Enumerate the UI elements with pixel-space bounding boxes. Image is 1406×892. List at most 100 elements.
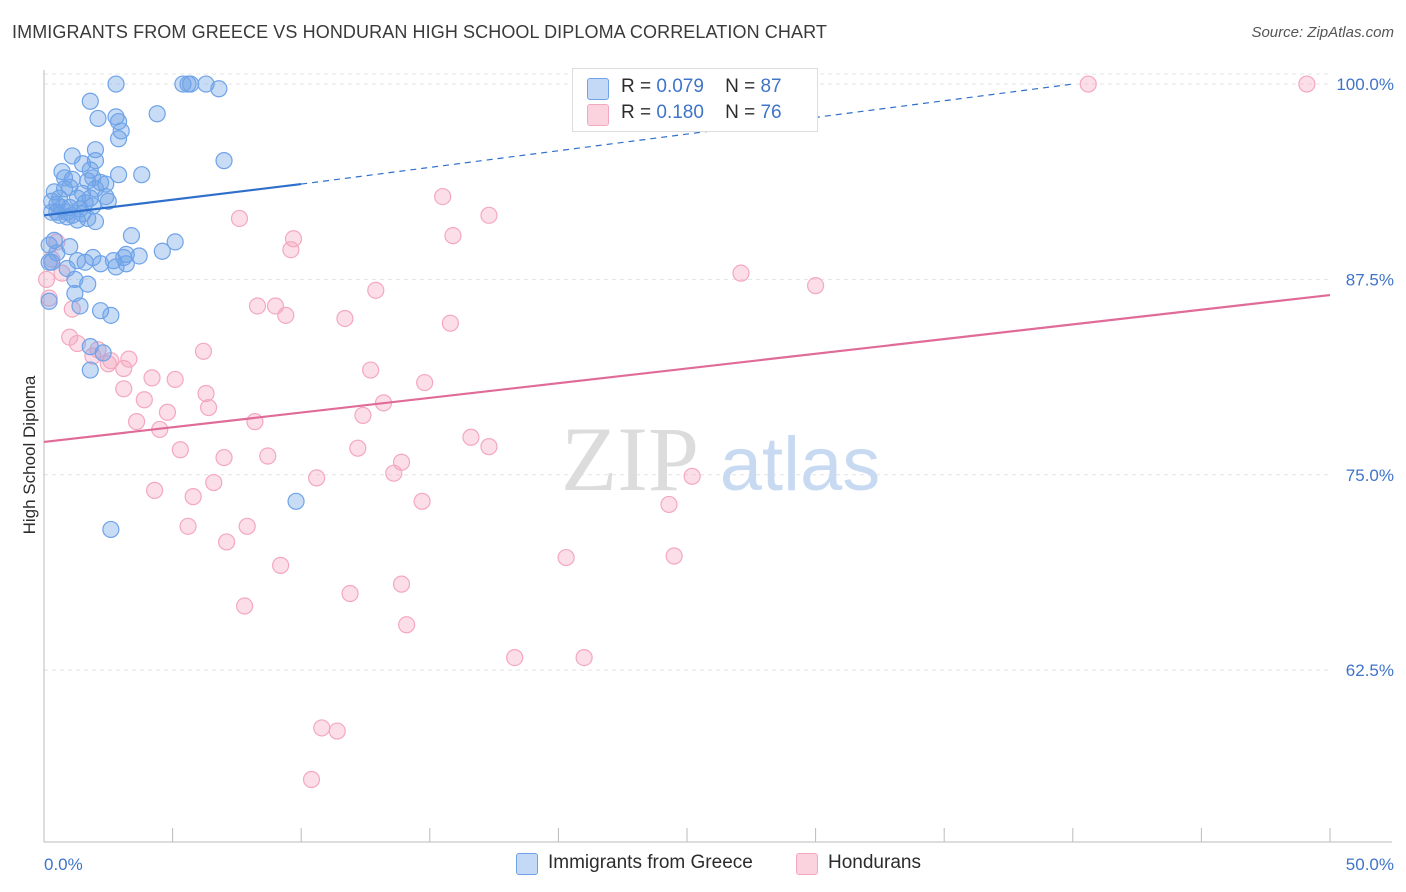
hondurans-data-point [480,438,498,456]
greece-swatch [587,78,609,100]
greece-r-label: R = [621,76,652,97]
hondurans-data-point [806,277,825,295]
hondurans-data-point [665,547,683,565]
greece-data-point [86,212,105,231]
greece-data-point [81,92,99,110]
chart-title: IMMIGRANTS FROM GREECE VS HONDURAN HIGH … [12,22,827,42]
hondurans-data-point [1079,75,1097,93]
watermark-atlas: atlas [720,422,881,507]
hondurans-data-point [506,648,524,667]
greece-data-point [48,244,66,262]
hondurans-data-point [166,370,184,389]
hondurans-data-point [328,722,346,740]
hondurans-data-point [194,342,213,360]
greece-data-point [99,192,117,210]
trend-lines [43,83,1331,444]
hondurans-data-point [238,517,256,535]
hondurans-trend-line [43,293,1331,444]
greece-data-point [102,520,120,539]
greece-n-value: 87 [760,76,782,97]
hondurans-data-point [277,306,295,324]
hondurans-r-value: 0.180 [656,102,704,123]
hondurans-data-point [341,584,359,603]
greece-data-point [84,248,102,267]
greece-trend-line [43,182,302,217]
greece-data-point [117,255,135,273]
hondurans-data-point [413,492,431,510]
greece-data-point [148,105,166,123]
hondurans-data-point [37,270,56,289]
hondurans-data-point [215,448,233,467]
hondurans-data-point [284,230,303,248]
y-tick-label: 87.5% [1346,270,1394,289]
hondurans-data-point [557,548,575,567]
hondurans-data-point [171,441,189,459]
hondurans-data-point [115,359,133,378]
hondurans-data-point [127,413,146,431]
hondurans-data-point [259,447,277,465]
hondurans-data-point [179,517,197,535]
greece-data-point [287,492,305,510]
greece-data-point [102,306,120,324]
greece-data-point [50,189,69,207]
hondurans-data-point [246,413,264,431]
greece-data-point [89,109,107,128]
hondurans-n-label: N = [725,102,756,123]
hondurans-data-point [205,473,223,492]
hondurans-data-point [392,575,411,593]
hondurans-data-point [434,187,452,206]
grid-lines [44,73,1330,671]
hondurans-data-point [367,281,385,299]
greece-data-point [97,187,115,206]
hondurans-data-point [416,373,434,392]
hondurans-data-point [115,380,133,398]
hondurans-data-point [732,264,750,282]
hondurans-data-point [354,406,372,424]
hondurans-data-point [230,209,249,228]
hondurans-data-point [313,719,331,737]
greece-data-point [79,275,97,293]
hondurans-data-point [135,391,153,409]
greece-data-point [130,247,148,265]
chart-source: Source: ZipAtlas.com [1251,24,1394,41]
hondurans-data-point [248,297,267,315]
hondurans-data-point [398,616,416,634]
greece-data-point [215,152,233,170]
hondurans-data-point [272,556,290,574]
greece-data-point [107,75,125,93]
x-tick-labels: 0.0% 50.0% [44,855,1394,874]
watermark: ZIP atlas [561,408,880,510]
greece-data-point [94,344,112,362]
hondurans-data-point [575,648,593,667]
greece-data-point [61,178,79,196]
hondurans-data-point [349,439,367,457]
hondurans-data-point [302,770,321,789]
y-tick-labels: 62.5% 75.0% 87.5% 100.0% [1336,75,1394,680]
greece-data-point [197,75,215,93]
greece-data-point [97,175,115,193]
hondurans-data-point [660,495,678,514]
legend-hondurans-swatch [796,853,818,875]
greece-data-point [117,245,135,264]
hondurans-data-point [441,314,459,332]
y-tick-label: 62.5% [1346,661,1394,680]
watermark-zip: ZIP [561,408,699,510]
hondurans-data-point [184,488,202,506]
legend-hondurans-label: Hondurans [828,852,921,873]
legend-greece-swatch [516,853,538,875]
stats-legend: R = 0.079 N = 87 R = 0.180 N = 76 [572,68,818,132]
greece-data-point [45,231,63,249]
hondurans-data-point [218,533,236,551]
greece-r-value: 0.079 [656,76,704,97]
axes [43,70,1392,843]
legend-greece-label: Immigrants from Greece [548,852,753,873]
hondurans-data-point [444,227,462,245]
hondurans-data-point [385,464,403,482]
hondurans-data-point [236,597,254,615]
x-tick-label-min: 0.0% [44,855,83,874]
greece-data-point [76,194,94,212]
greece-data-point [40,292,58,310]
greece-data-point [109,130,128,148]
greece-n-label: N = [725,76,756,97]
